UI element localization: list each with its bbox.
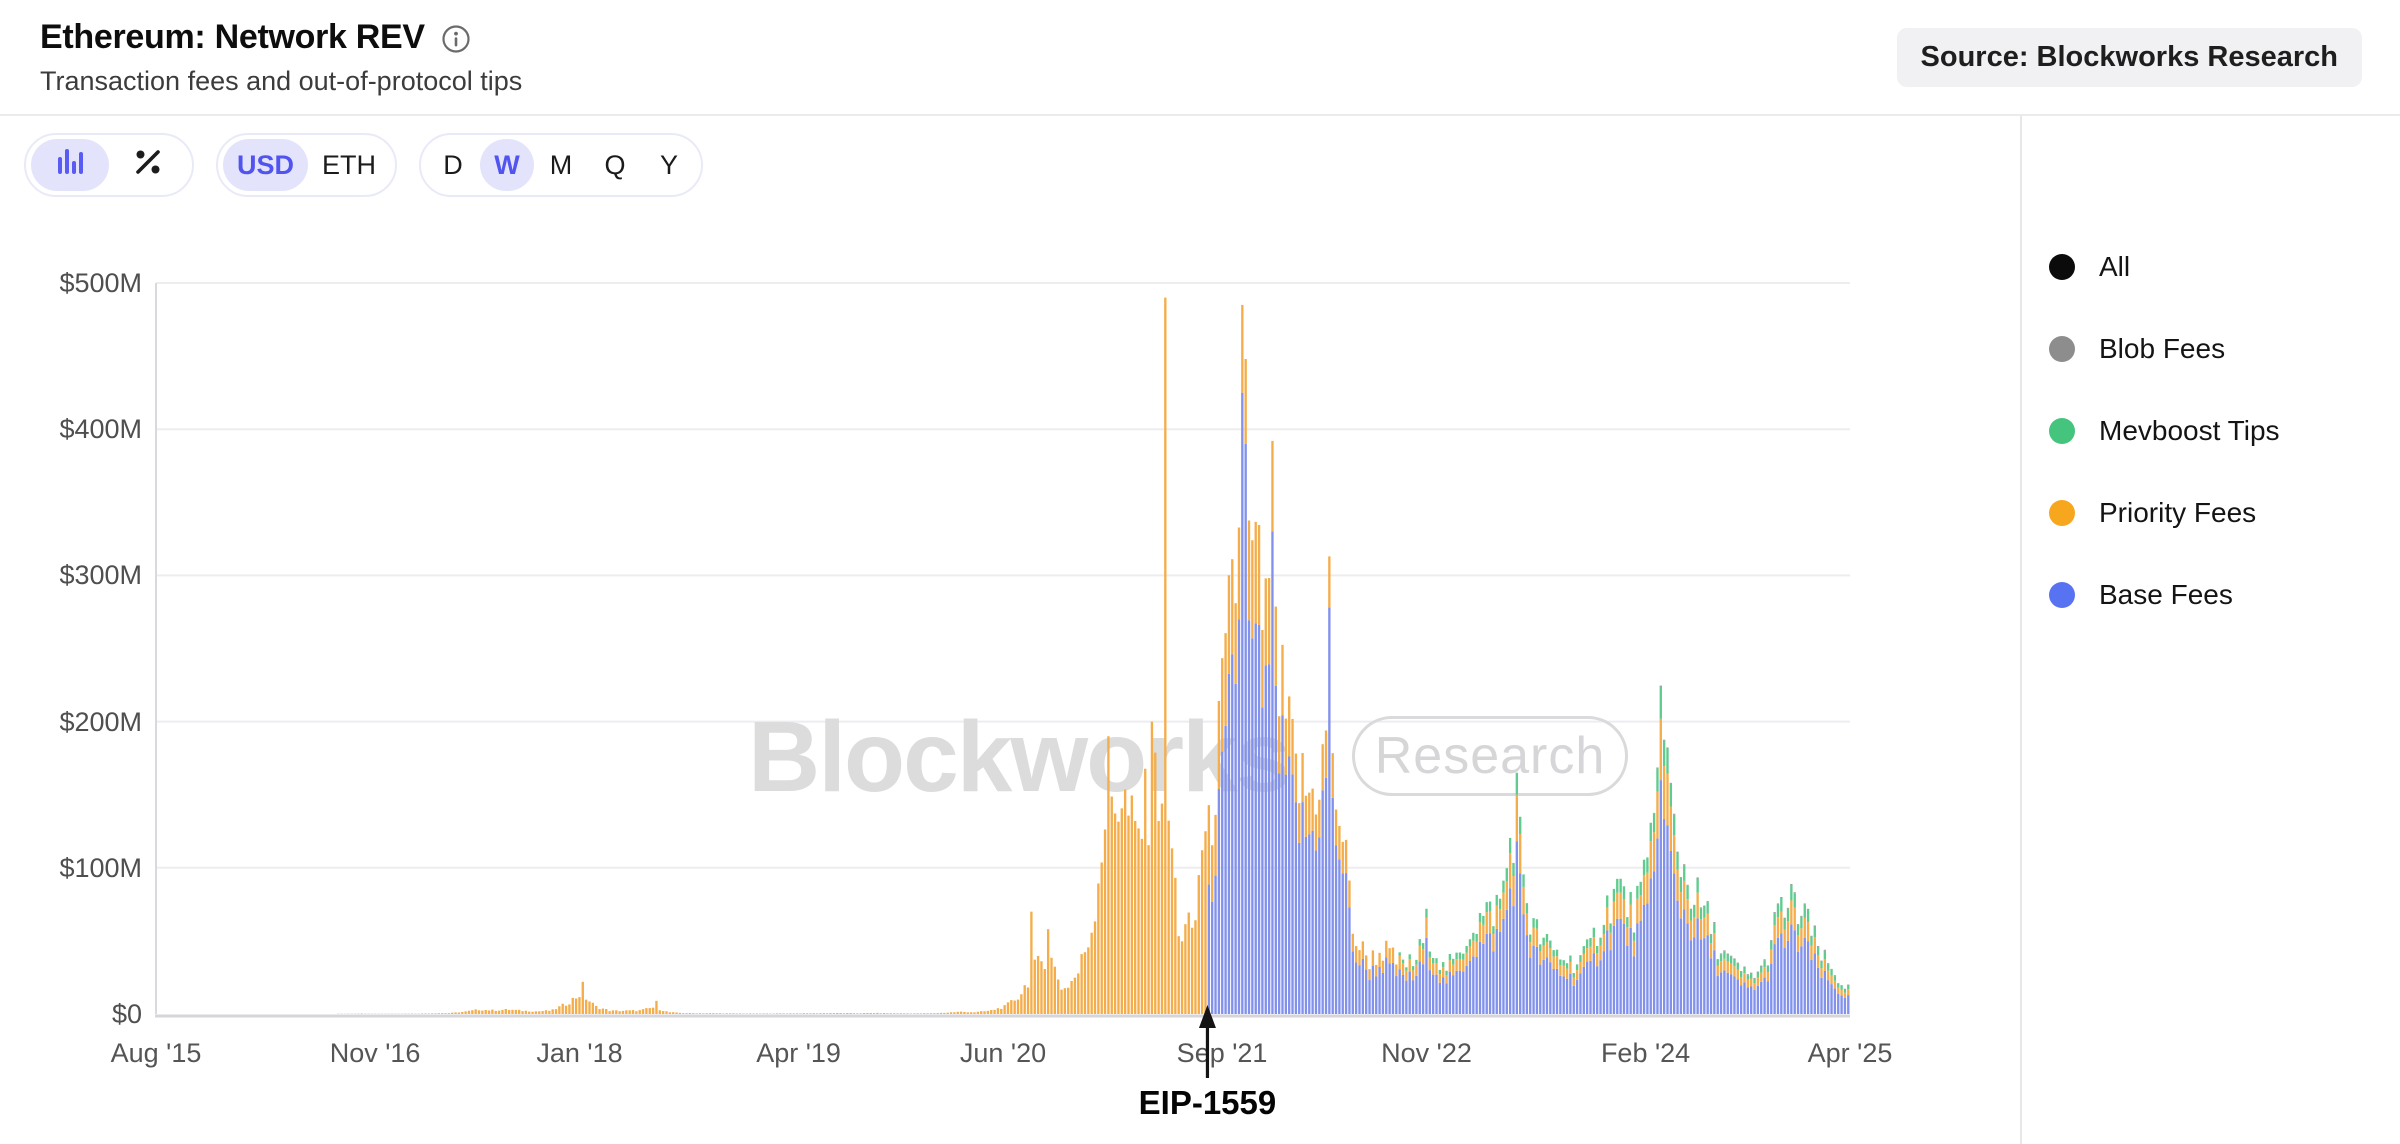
legend-label-mevboost-tips: Mevboost Tips (2099, 415, 2280, 446)
y-tick-label: $200M (59, 706, 142, 737)
watermark-research-box: Research (1352, 716, 1628, 796)
source-badge: Source: Blockworks Research (1896, 28, 2362, 87)
rev-bars[interactable] (337, 297, 1850, 1014)
legend-item-all[interactable]: All (2049, 251, 2280, 283)
currency-option-eth[interactable]: ETH (308, 139, 390, 191)
legend-label-blob-fees: Blob Fees (2099, 333, 2226, 364)
x-tick-label: Apr '25 (1807, 1038, 1893, 1068)
info-icon[interactable] (441, 24, 471, 54)
y-tick-label: $0 (111, 999, 142, 1029)
y-tick-label: $400M (59, 414, 142, 445)
legend-item-mevboost-tips[interactable]: Mevboost Tips (2049, 415, 2280, 447)
bar-chart-view-button[interactable] (31, 139, 109, 191)
legend-label-priority-fees: Priority Fees (2099, 497, 2257, 528)
header: Ethereum: Network REV (40, 18, 471, 57)
toolbar: USD ETH D W M Q Y (24, 133, 704, 197)
y-tick-label: $500M (59, 268, 142, 298)
y-tick-label: $100M (59, 852, 142, 883)
percent-view-button[interactable] (109, 139, 187, 191)
x-tick-label: Nov '16 (329, 1038, 421, 1068)
interval-option-m[interactable]: M (534, 139, 588, 191)
currency-toggle: USD ETH (216, 133, 398, 197)
x-tick-label: Feb '24 (1600, 1038, 1691, 1068)
interval-option-y[interactable]: Y (642, 139, 696, 191)
x-tick-label: Jan '18 (536, 1038, 623, 1068)
page-subtitle: Transaction fees and out-of-protocol tip… (40, 66, 523, 96)
x-tick-label: Apr '19 (756, 1038, 841, 1068)
legend-divider (2020, 116, 2022, 1144)
currency-option-usd[interactable]: USD (223, 139, 309, 191)
legend: All Blob Fees Mevboost Tips Priority Fee… (2049, 251, 2280, 611)
x-tick-label: Nov '22 (1381, 1038, 1472, 1068)
x-tick-label: Sep '21 (1176, 1038, 1268, 1068)
interval-option-w[interactable]: W (480, 139, 535, 191)
legend-swatch-all (2049, 254, 2075, 280)
percent-icon (131, 145, 165, 186)
chart-type-toggle (24, 133, 194, 197)
y-tick-label: $300M (59, 560, 142, 591)
interval-option-q[interactable]: Q (588, 139, 642, 191)
interval-option-d[interactable]: D (426, 139, 480, 191)
legend-item-blob-fees[interactable]: Blob Fees (2049, 333, 2280, 365)
legend-swatch-mevboost-tips (2049, 418, 2075, 444)
legend-swatch-priority-fees (2049, 500, 2075, 526)
x-tick-label: Jun '20 (959, 1038, 1047, 1068)
legend-swatch-blob-fees (2049, 336, 2075, 362)
legend-label-base-fees: Base Fees (2099, 579, 2233, 610)
bar-chart-icon (52, 144, 88, 187)
legend-label-all: All (2099, 251, 2131, 282)
eip-annotation-label: EIP-1559 (1138, 1084, 1277, 1121)
legend-swatch-base-fees (2049, 582, 2075, 608)
eip-annotation-arrow (1198, 1005, 1216, 1078)
page-title: Ethereum: Network REV (40, 18, 425, 56)
legend-item-base-fees[interactable]: Base Fees (2049, 579, 2280, 611)
watermark-text: Blockworks (748, 701, 1291, 813)
legend-item-priority-fees[interactable]: Priority Fees (2049, 497, 2280, 529)
header-divider (0, 114, 2400, 116)
x-tick-label: Aug '15 (110, 1038, 202, 1068)
interval-toggle: D W M Q Y (419, 133, 704, 197)
